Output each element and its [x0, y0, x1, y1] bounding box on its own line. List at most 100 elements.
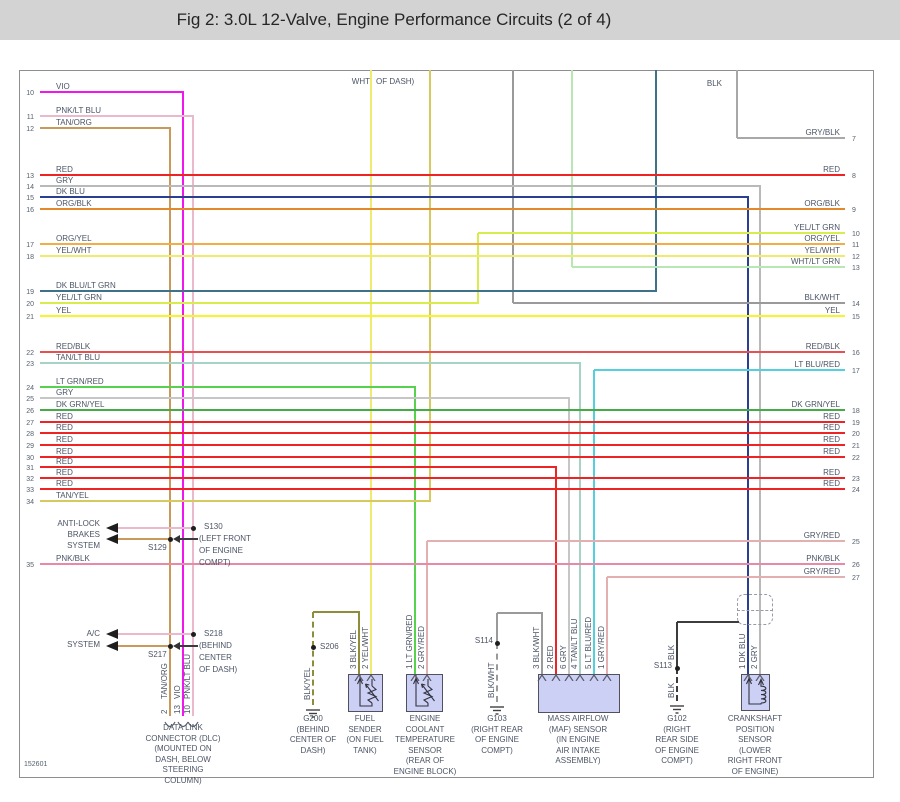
pin-chevron-icon	[602, 668, 612, 686]
g102-label-line: REAR SIDE	[655, 735, 699, 745]
pin-chevron-icon	[575, 668, 585, 686]
pin-number: 11	[852, 242, 860, 249]
g103-label-line: COMPT)	[481, 745, 513, 755]
wire-horizontal	[594, 369, 845, 371]
pin-number: 8	[852, 173, 856, 180]
pin-number: 34	[26, 499, 34, 506]
wire-horizontal	[40, 432, 845, 434]
diagram-text: BRAKES	[67, 530, 100, 539]
diagram-text: A/C	[86, 629, 100, 638]
wire-color-label: YEL/WHT	[56, 246, 92, 255]
fuel-sender-box	[348, 674, 383, 712]
wire-color-label: YEL/LT GRN	[56, 293, 102, 302]
wire-vertical	[676, 622, 678, 668]
wire-color-label-vertical: BLK/WHT	[487, 662, 496, 698]
wire-vertical	[736, 70, 738, 138]
ground-icon	[669, 702, 685, 720]
wire-horizontal	[40, 315, 845, 317]
wire-horizontal	[40, 185, 761, 187]
wire-horizontal	[737, 137, 845, 139]
wire-color-label: RED	[823, 412, 840, 421]
pin-number: 30	[26, 455, 34, 462]
crankshaft-label-line: SENSOR	[738, 735, 772, 745]
wire-vertical	[192, 116, 194, 716]
wire-color-label: GRY	[56, 176, 74, 185]
wire-vertical	[759, 186, 761, 674]
wire-color-label-vertical: 3 BLK/WHT	[532, 626, 541, 669]
diagram-text: S218	[204, 629, 223, 638]
pin-number: 20	[26, 301, 34, 308]
coolant-temp-label-line: (REAR OF	[405, 756, 445, 766]
wire-color-label: RED	[56, 447, 73, 456]
diagram-text: BLK	[706, 79, 722, 88]
wire-horizontal	[40, 196, 749, 198]
fuel-sender-label: FUEL SENDER (ON FUEL TANK)	[265, 714, 465, 756]
wire-vertical	[541, 613, 543, 674]
wire-horizontal	[478, 232, 845, 234]
wire-vertical	[676, 668, 678, 701]
splice-dot	[311, 645, 316, 650]
wire-horizontal	[40, 397, 570, 399]
wire-color-label-vertical: 2 RED	[546, 645, 555, 669]
pin-number: 31	[26, 465, 34, 472]
pin-number: 20	[852, 431, 860, 438]
wire-vertical	[370, 70, 372, 674]
wire-vertical	[593, 370, 595, 674]
coolant-temp-label-line: COOLANT	[405, 724, 445, 734]
pin-number: 10	[852, 231, 860, 238]
pin-number: 23	[852, 476, 860, 483]
maf-label-line: AIR INTAKE	[556, 745, 600, 755]
pin-number: 27	[852, 575, 860, 582]
wire-horizontal	[40, 444, 845, 446]
pin-number: 32	[26, 476, 34, 483]
pin-number: 24	[26, 385, 34, 392]
crankshaft-label-line: RIGHT FRONT	[727, 756, 783, 766]
wire-horizontal	[40, 456, 845, 458]
wire-color-label-vertical: 13	[173, 705, 182, 714]
wire-color-label: YEL	[824, 306, 840, 315]
g200-label-line: G200	[303, 714, 323, 723]
wire-color-label: BLK/WHT	[804, 293, 840, 302]
pin-chevron-icon	[537, 668, 547, 686]
wire-horizontal	[40, 409, 845, 411]
wire-horizontal	[40, 563, 845, 565]
pin-number: 11	[26, 114, 34, 121]
wire-vertical	[426, 541, 428, 674]
pin-number: 21	[852, 443, 860, 450]
g102-label-line: COMPT)	[661, 756, 693, 766]
wire-color-label: RED	[823, 468, 840, 477]
pin-chevron-icon	[354, 668, 364, 686]
crankshaft-label-line: CRANKSHAFT	[727, 714, 783, 723]
wire-color-label: TAN/ORG	[56, 118, 92, 127]
coolant-temp-label-line: SENSOR	[408, 745, 442, 755]
diagram-text: ANTI-LOCK	[57, 519, 100, 528]
wire-vertical	[747, 197, 749, 674]
coolant-temp-label-line: ENGINE	[409, 714, 441, 723]
system-arrow-icon	[106, 534, 118, 544]
wire-color-label: DK GRN/YEL	[56, 400, 105, 409]
wire-horizontal	[572, 266, 845, 268]
coolant-temp-label: ENGINE COOLANT TEMPERATURE SENSOR (REAR OF EN…	[325, 714, 525, 778]
wire-horizontal	[118, 645, 171, 647]
wire-vertical	[555, 467, 557, 674]
diagram-text: S129	[148, 543, 167, 552]
pin-number: 14	[26, 184, 34, 191]
g102-label-line: G102	[667, 714, 687, 723]
wire-vertical	[477, 233, 479, 303]
diagram-text: SYSTEM	[67, 541, 100, 550]
wire-color-label: DK BLU	[56, 187, 85, 196]
pin-number: 9	[852, 207, 856, 214]
maf-label: MASS AIRFLOW (MAF) SENSOR (IN ENGINE AIR IN…	[478, 714, 678, 767]
pin-number: 26	[852, 562, 860, 569]
wire-vertical	[568, 398, 570, 674]
pin-number: 17	[26, 242, 34, 249]
wire-horizontal	[497, 612, 543, 614]
wire-color-label-vertical: 1 LT GRN/RED	[405, 614, 414, 669]
splice-dot	[168, 644, 173, 649]
figure-title: Fig 2: 3.0L 12-Valve, Engine Performance…	[176, 10, 612, 29]
wire-horizontal	[40, 115, 194, 117]
wire-color-label-vertical: PNK/LT BLU	[183, 653, 192, 699]
pin-number: 23	[26, 361, 34, 368]
wire-horizontal	[40, 243, 845, 245]
dlc-label-line: CONNECTOR (DLC)	[145, 733, 221, 743]
